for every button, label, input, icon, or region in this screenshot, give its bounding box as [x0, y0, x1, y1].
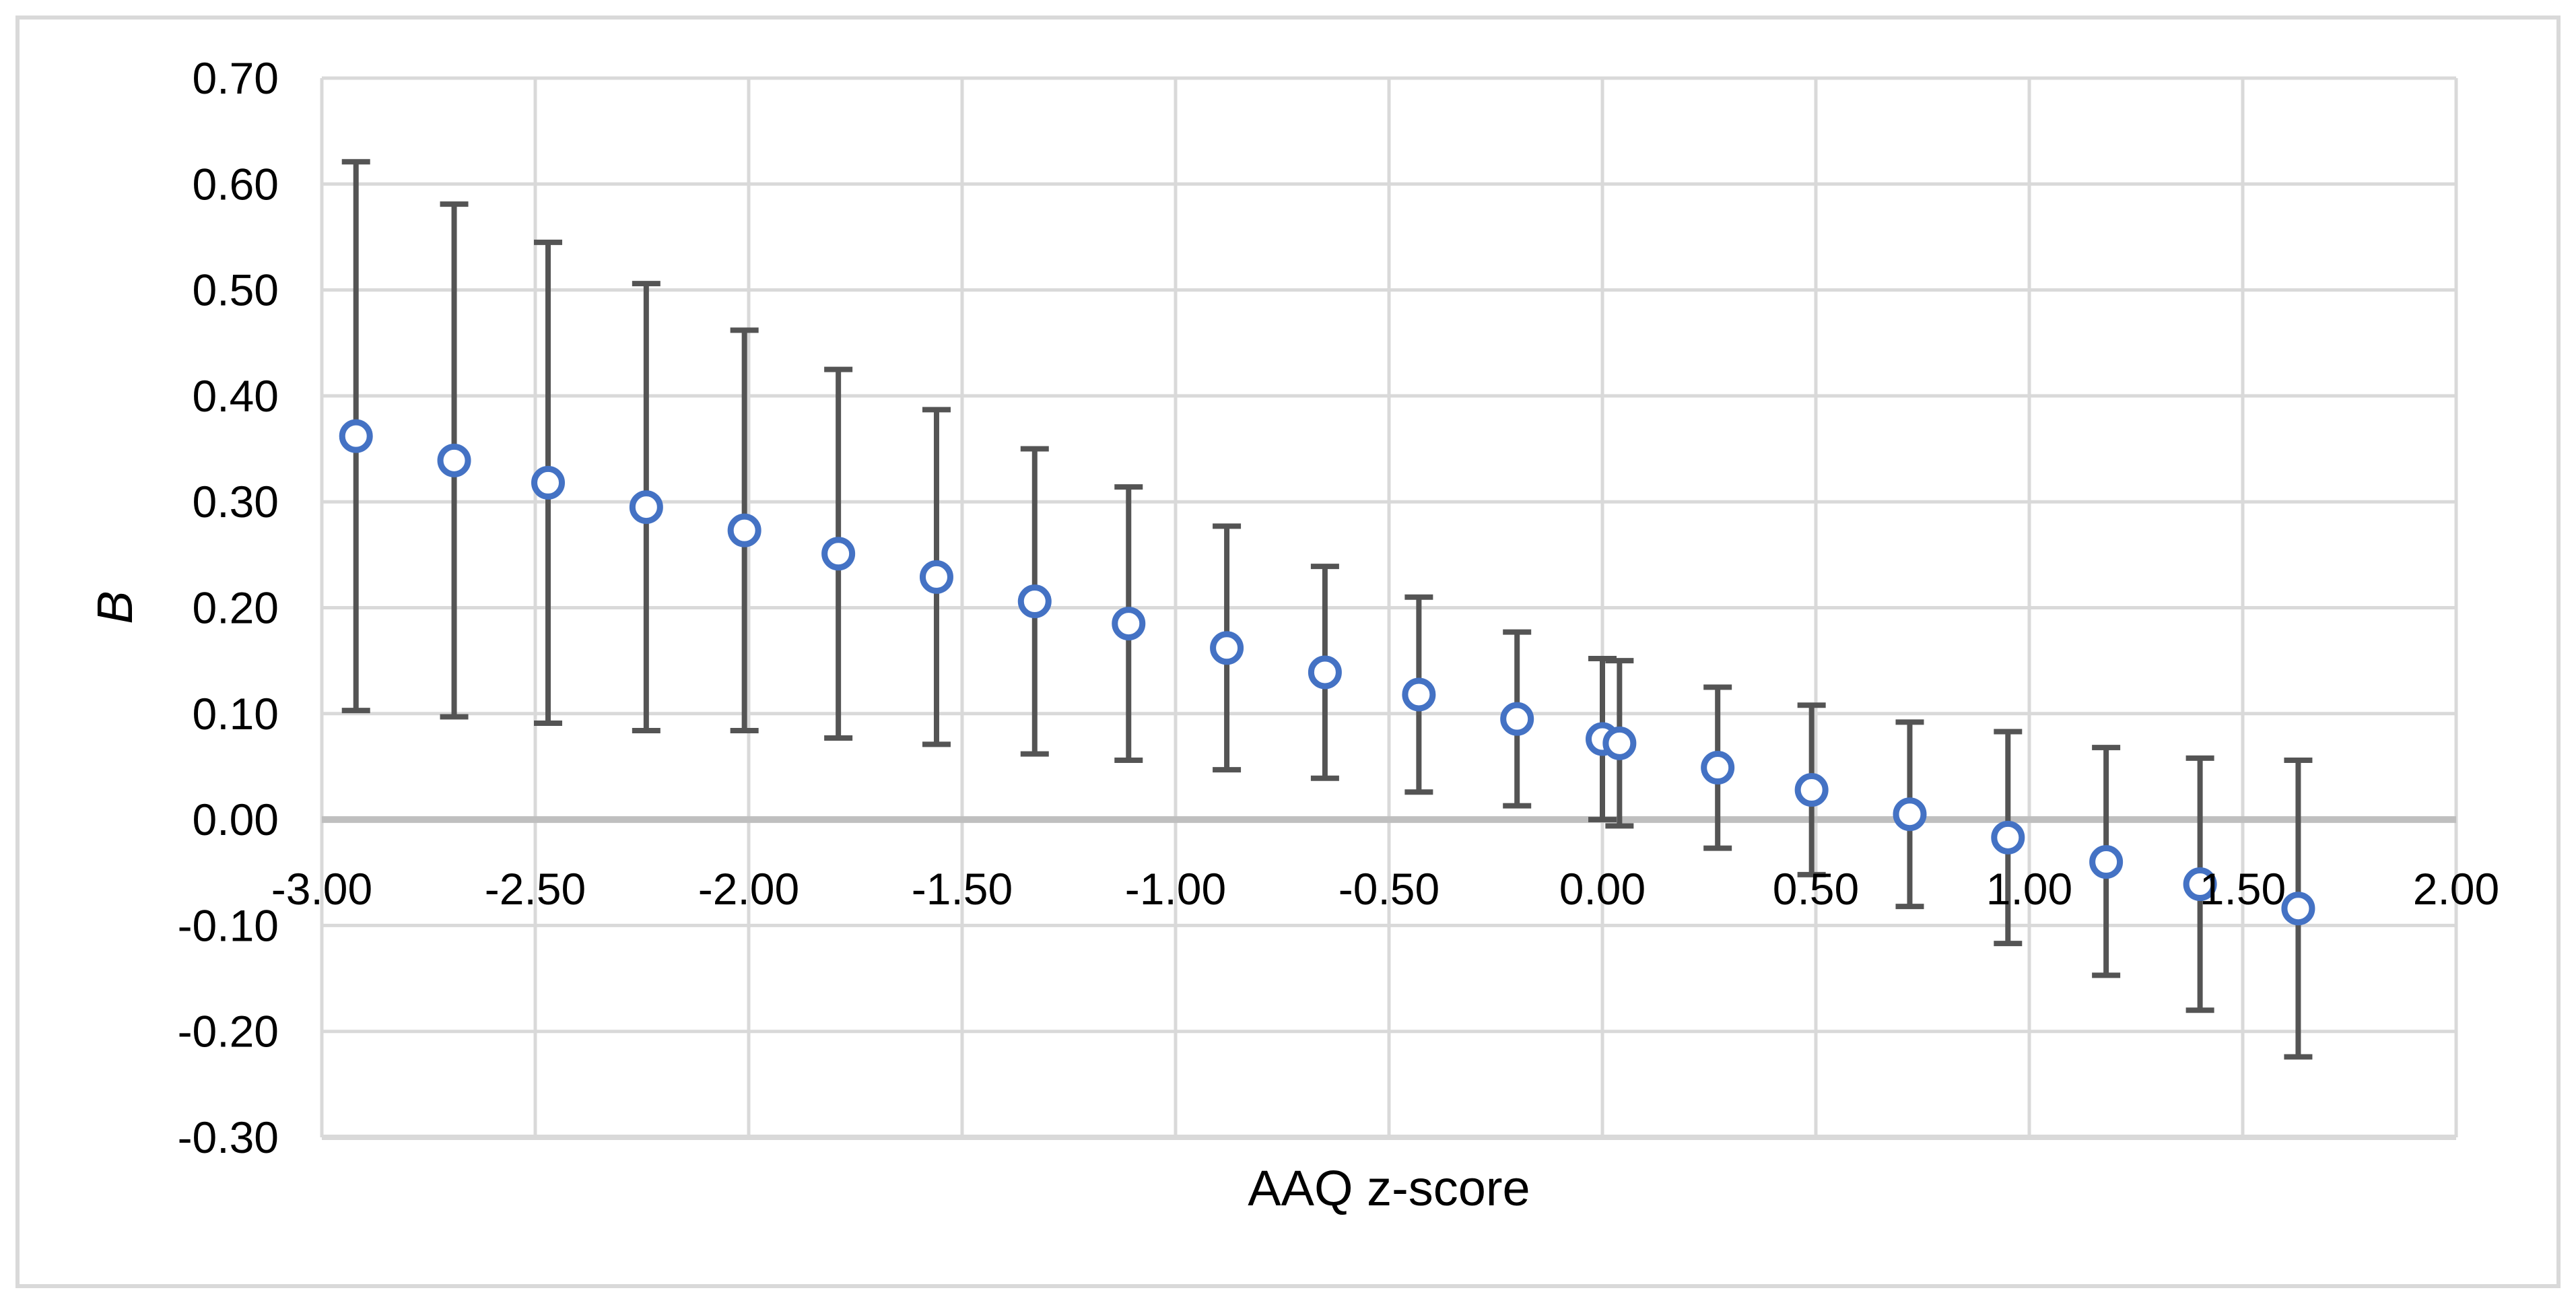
y-tick-label: 0.60	[193, 159, 279, 209]
x-tick-label: -2.50	[485, 864, 586, 914]
data-markers-layer	[339, 419, 2315, 926]
y-tick-label: 0.10	[193, 689, 279, 739]
x-tick-label: 0.50	[1773, 864, 1859, 914]
y-tick-label: 0.30	[193, 477, 279, 527]
data-point-marker	[919, 560, 953, 594]
data-point-marker	[1991, 820, 2025, 855]
data-point-marker	[1112, 607, 1146, 641]
x-tick-label: -1.00	[1125, 864, 1226, 914]
y-tick-label: -0.10	[178, 900, 279, 950]
y-tick-label: 0.50	[193, 265, 279, 315]
data-point-marker	[1210, 631, 1244, 665]
x-tick-label: 2.00	[2413, 864, 2499, 914]
error-bars-layer	[341, 159, 2313, 1060]
data-point-marker	[1602, 726, 1637, 760]
y-tick-label: -0.20	[178, 1007, 279, 1057]
x-axis-title: AAQ z-score	[1248, 1160, 1530, 1216]
x-tick-label: 1.00	[1986, 864, 2072, 914]
data-point-marker	[2281, 892, 2315, 926]
data-point-marker	[2089, 845, 2124, 879]
x-tick-label: 0.00	[1559, 864, 1646, 914]
data-point-marker	[1893, 797, 1927, 832]
data-point-marker	[1701, 751, 1735, 785]
data-point-marker	[437, 443, 471, 477]
x-tick-label: -0.50	[1338, 864, 1439, 914]
data-point-marker	[727, 513, 761, 547]
data-point-marker	[2183, 867, 2217, 902]
data-point-marker	[1402, 677, 1436, 712]
data-point-marker	[1308, 655, 1342, 690]
data-point-marker	[1794, 773, 1829, 807]
data-point-marker	[339, 419, 373, 453]
y-tick-label: -0.30	[178, 1112, 279, 1162]
chart-frame-border	[15, 15, 2561, 1288]
data-point-marker	[1017, 584, 1052, 619]
x-tick-label: -3.00	[271, 864, 372, 914]
y-tick-label: 0.70	[193, 53, 279, 103]
data-point-marker	[531, 465, 566, 500]
y-axis-title: B	[87, 591, 143, 624]
x-tick-label: -1.50	[912, 864, 1013, 914]
y-tick-label: 0.40	[193, 371, 279, 421]
x-tick-label: 1.50	[2200, 864, 2286, 914]
gridlines-layer	[320, 76, 2458, 1140]
data-point-marker	[1500, 702, 1534, 736]
data-point-marker	[629, 490, 663, 525]
x-tick-labels-layer: -3.00 -2.50 -2.00 -1.50 -1.00 -0.50 0.00 0.50 1.…	[271, 864, 2499, 914]
data-point-marker	[821, 537, 856, 571]
x-tick-label: -2.00	[698, 864, 799, 914]
y-tick-label: 0.00	[193, 795, 279, 844]
y-tick-label: 0.20	[193, 583, 279, 633]
y-tick-labels-layer: 0.70 0.60 0.50 0.40 0.30 0.20 0.10 0.00 -0.10 -0.…	[178, 53, 279, 1162]
